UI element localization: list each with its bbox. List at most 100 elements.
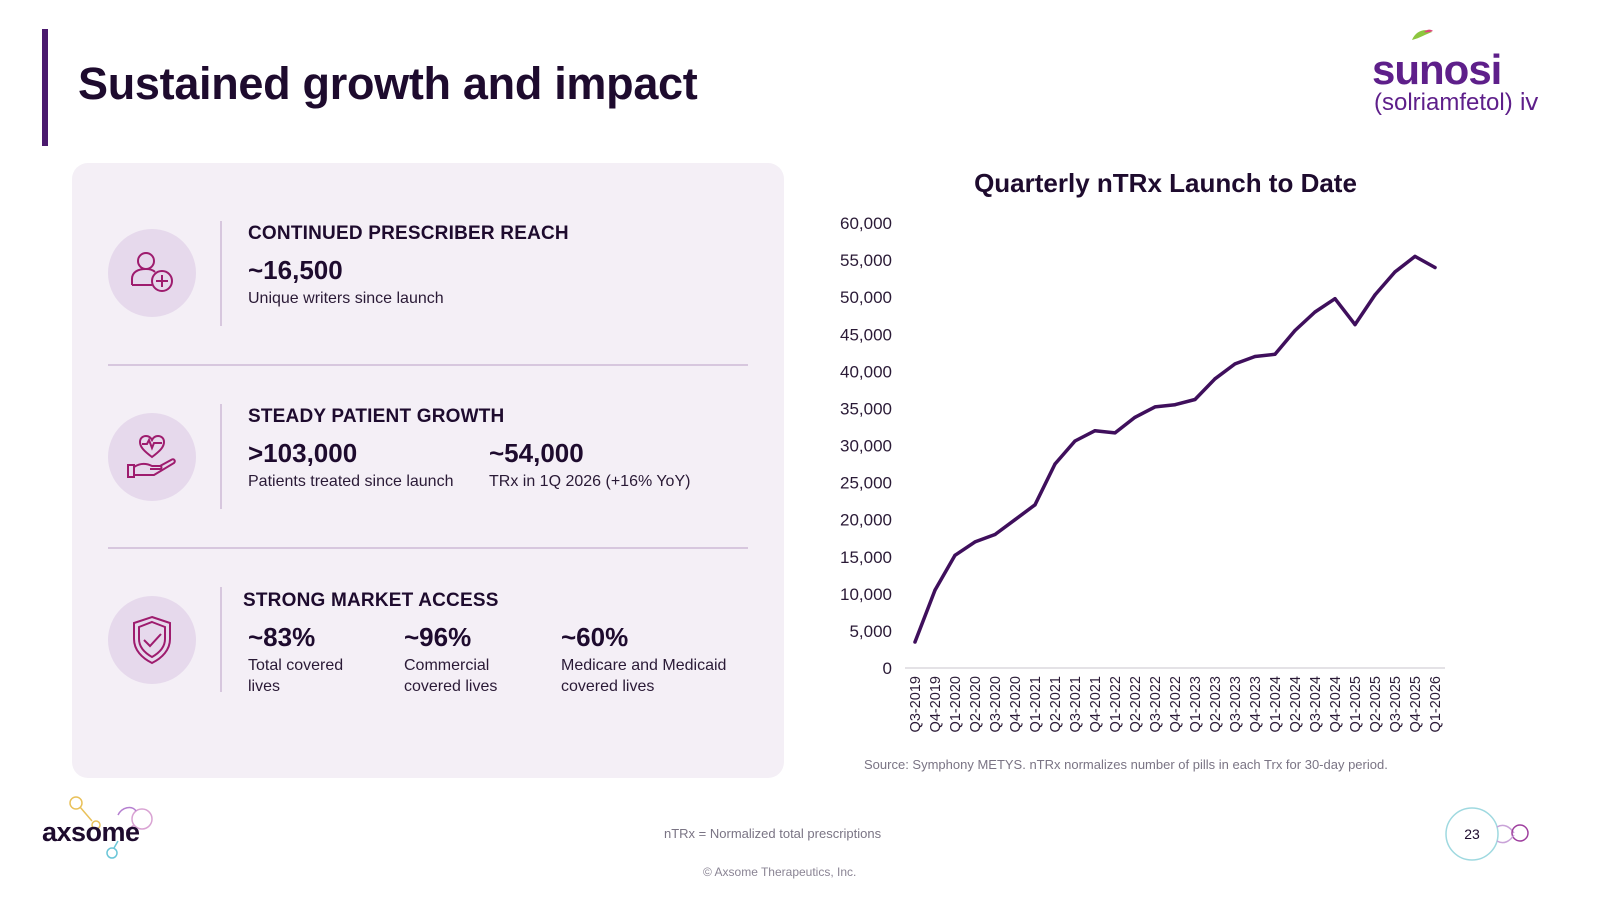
y-tick-label: 45,000 — [840, 325, 892, 344]
y-tick-label: 15,000 — [840, 548, 892, 567]
x-tick-label: Q2-2022 — [1128, 676, 1144, 732]
y-tick-label: 20,000 — [840, 511, 892, 530]
data-point — [1293, 328, 1297, 333]
axsome-logo: axsome — [42, 795, 182, 865]
x-tick-label: Q3-2020 — [988, 676, 1004, 732]
brand-product-name: sunosi — [1372, 46, 1502, 93]
y-tick-label: 60,000 — [840, 214, 892, 233]
data-point — [1033, 503, 1037, 507]
data-point — [1193, 397, 1197, 402]
data-point — [1273, 352, 1277, 356]
leaf-icon — [1412, 29, 1433, 40]
stat-label: TRx in 1Q 2026 (+16% YoY) — [489, 473, 691, 490]
x-tick-label: Q2-2020 — [968, 676, 984, 732]
stat-label: Commercial covered lives — [404, 657, 498, 695]
x-tick-label: Q1-2021 — [1028, 676, 1044, 732]
axsome-molecule-icon — [69, 796, 153, 859]
section-title: STRONG MARKET ACCESS — [243, 590, 499, 611]
data-point — [1113, 431, 1117, 435]
y-tick-label: 5,000 — [849, 622, 892, 641]
data-point — [913, 640, 917, 644]
stat-label: Unique writers since launch — [248, 290, 444, 307]
page-number: 23 — [1464, 826, 1480, 842]
section-divider-vertical — [220, 587, 222, 692]
data-point — [1073, 439, 1077, 443]
y-tick-label: 40,000 — [840, 362, 892, 381]
stat-label: Patients treated since launch — [248, 473, 454, 490]
y-tick-label: 0 — [883, 659, 892, 678]
x-tick-label: Q4-2024 — [1328, 676, 1344, 732]
page-number-decoration-icon — [1445, 807, 1529, 861]
x-tick-label: Q1-2026 — [1428, 676, 1444, 732]
x-tick-label: Q4-2020 — [1008, 676, 1024, 732]
series-line — [913, 254, 1437, 644]
data-point — [1173, 403, 1177, 407]
title-accent-bar — [42, 29, 48, 146]
data-point — [933, 588, 937, 592]
section-title: STEADY PATIENT GROWTH — [248, 406, 505, 427]
stat-label: Total covered lives — [248, 657, 344, 695]
data-point — [1213, 377, 1217, 381]
stat-label: Medicare and Medicaid covered lives — [561, 657, 727, 695]
data-point — [1393, 270, 1397, 274]
x-tick-label: Q3-2021 — [1068, 676, 1084, 732]
x-tick-label: Q2-2024 — [1288, 676, 1304, 732]
highlights-panel: CONTINUED PRESCRIBER REACH ~16,500 Uniqu… — [72, 163, 784, 778]
y-tick-label: 55,000 — [840, 251, 892, 270]
data-point — [1253, 354, 1257, 359]
prescriber-add-icon — [108, 229, 196, 317]
x-tick-label: Q2-2023 — [1208, 676, 1224, 732]
stat-value: ~96% — [404, 622, 472, 652]
section-divider — [108, 364, 748, 366]
stat-value: ~54,000 — [489, 438, 584, 468]
chart-source: Source: Symphony METYS. nTRx normalizes … — [864, 757, 1388, 772]
x-tick-label: Q4-2021 — [1088, 676, 1104, 732]
data-point — [1333, 297, 1337, 301]
y-tick-label: 50,000 — [840, 288, 892, 307]
y-tick-label: 25,000 — [840, 474, 892, 493]
section-divider — [108, 547, 748, 549]
x-tick-label: Q4-2022 — [1168, 676, 1184, 732]
section-title: CONTINUED PRESCRIBER REACH — [248, 223, 569, 244]
data-point — [993, 532, 997, 537]
data-point — [1093, 429, 1097, 433]
x-tick-label: Q3-2022 — [1148, 676, 1164, 732]
data-point — [1153, 405, 1157, 409]
data-point — [1373, 293, 1377, 297]
y-tick-label: 10,000 — [840, 585, 892, 604]
stat-value: ~83% — [248, 622, 316, 652]
heart-hand-icon — [108, 413, 196, 501]
x-tick-label: Q3-2025 — [1388, 676, 1404, 732]
stat-value: ~60% — [561, 622, 629, 652]
page-title: Sustained growth and impact — [78, 58, 698, 109]
y-tick-label: 35,000 — [840, 399, 892, 418]
data-point — [1133, 415, 1137, 419]
x-tick-label: Q4-2023 — [1248, 676, 1264, 732]
page-number-badge: 23 — [1440, 805, 1536, 865]
data-point — [1013, 518, 1017, 522]
chart-title: Quarterly nTRx Launch to Date — [974, 168, 1357, 198]
data-point — [953, 553, 957, 557]
data-point — [973, 540, 977, 544]
footnote: nTRx = Normalized total prescriptions — [664, 826, 882, 841]
data-point — [1413, 254, 1417, 258]
x-tick-label: Q2-2025 — [1368, 676, 1384, 732]
brand-generic-name: (solriamfetol) ⅳ — [1374, 89, 1539, 116]
stat-value: ~16,500 — [248, 255, 343, 285]
x-tick-label: Q4-2025 — [1408, 676, 1424, 732]
x-tick-label: Q1-2025 — [1348, 676, 1364, 732]
nTRx-line-chart: 0 5,000 10,000 15,000 20,000 25,000 30,000 35,0… — [840, 214, 1445, 732]
y-tick-label: 30,000 — [840, 437, 892, 456]
x-tick-label: Q1-2024 — [1268, 676, 1284, 732]
x-tick-label: Q1-2020 — [948, 676, 964, 732]
x-tick-label: Q1-2023 — [1188, 676, 1204, 732]
section-divider-vertical — [220, 221, 222, 326]
sunosi-logo: sunosi (solriamfetol) ⅳ — [1372, 28, 1572, 128]
x-tick-label: Q1-2022 — [1108, 676, 1124, 732]
copyright: © Axsome Therapeutics, Inc. — [703, 865, 857, 879]
section-divider-vertical — [220, 404, 222, 509]
x-tick-label: Q3-2024 — [1308, 676, 1324, 732]
x-tick-label: Q4-2019 — [928, 676, 944, 732]
x-tick-label: Q2-2021 — [1048, 676, 1064, 732]
data-point — [1313, 310, 1317, 314]
